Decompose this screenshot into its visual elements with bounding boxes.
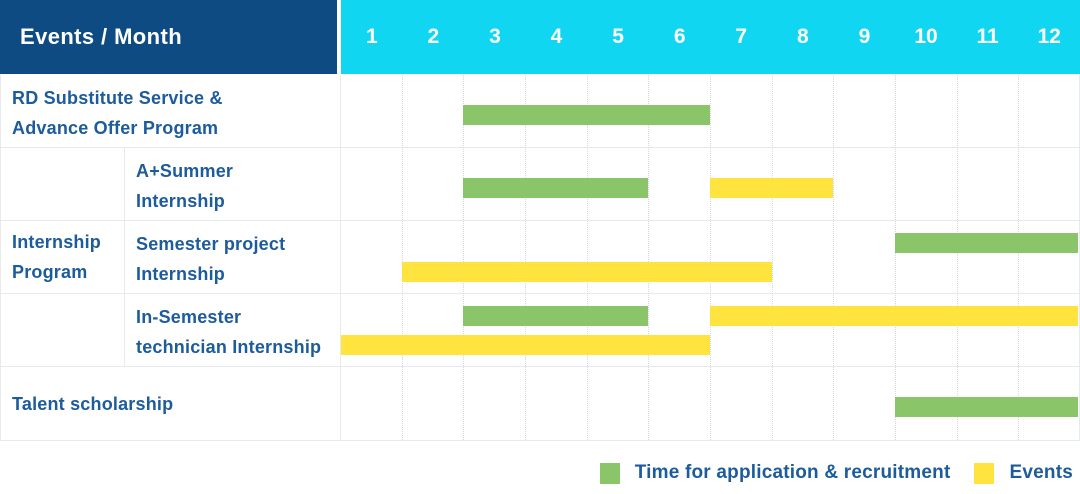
month-header-cell: 1	[365, 25, 378, 48]
row-label-in-semester-technician-internship: In-Semester technician Internship	[136, 302, 321, 362]
label-line: In-Semester	[136, 307, 242, 327]
month-separator-line	[957, 75, 958, 440]
month-header-cell: 3	[489, 25, 501, 48]
month-separator-line	[402, 75, 403, 440]
row-label-a-summer-internship: A+Summer Internship	[136, 156, 233, 216]
label-line: Semester project	[136, 234, 286, 254]
gantt-bar-events	[710, 306, 1078, 326]
gantt-bar-recruitment	[463, 306, 648, 326]
month-separator-line	[710, 75, 711, 440]
group-label-internship-program: Internship Program	[12, 227, 101, 287]
header-title: Events / Month	[20, 24, 183, 49]
month-separator-line	[648, 75, 649, 440]
month-separator-line	[463, 75, 464, 440]
month-header-cell: 8	[796, 25, 809, 48]
row-separator-line	[0, 366, 1079, 367]
month-separator-line	[525, 75, 526, 440]
legend-label: Events	[1009, 462, 1073, 483]
month-header-cell: 9	[858, 25, 871, 48]
legend-swatch-events-icon	[974, 462, 995, 484]
legend-item: Events	[974, 462, 1073, 484]
month-header-cell: 11	[976, 25, 999, 48]
legend-swatch-recruitment-icon	[599, 462, 620, 484]
month-header-row: 1 2 3 4 5 6 7 8 9 10 11 12	[341, 0, 1080, 74]
table-left-border	[0, 75, 1, 441]
group-column-divider	[124, 148, 125, 366]
month-separator-line	[772, 75, 773, 440]
gantt-bar-events	[341, 335, 710, 355]
row-label-talent-scholarship: Talent scholarship	[12, 389, 173, 419]
gantt-bar-recruitment	[895, 397, 1078, 417]
header-title-cell: Events / Month	[0, 0, 337, 74]
month-header-cell: 6	[673, 25, 686, 48]
month-header-cell: 5	[612, 25, 624, 48]
month-header-cell: 10	[914, 25, 938, 48]
label-column-divider	[340, 75, 341, 440]
label-line: Talent scholarship	[12, 394, 174, 414]
gantt-bar-events	[402, 262, 772, 282]
legend: Time for application & recruitment Events	[0, 459, 1073, 487]
month-header-cell: 2	[427, 25, 440, 48]
label-line: technician Internship	[136, 337, 322, 357]
label-line: RD Substitute Service &	[12, 88, 223, 108]
row-label-semester-project-internship: Semester project Internship	[136, 229, 285, 289]
label-line: A+Summer	[136, 161, 234, 181]
row-separator-line	[0, 220, 1079, 221]
gantt-bar-recruitment	[895, 233, 1078, 253]
legend-label: Time for application & recruitment	[634, 462, 951, 483]
gantt-bar-recruitment	[463, 105, 710, 125]
month-separator-line	[895, 75, 896, 440]
month-separator-line	[833, 75, 834, 440]
month-header-cell: 12	[1037, 25, 1061, 48]
row-separator-line	[0, 147, 1079, 148]
label-line: Internship	[136, 264, 226, 284]
row-separator-line	[0, 293, 1079, 294]
label-line: Program	[12, 262, 88, 282]
label-line: Internship	[12, 232, 102, 252]
month-separator-line	[587, 75, 588, 440]
gantt-bar-recruitment	[463, 178, 648, 198]
month-header-cell: 4	[550, 25, 563, 48]
month-separator-line	[1018, 75, 1019, 440]
row-separator-line	[0, 440, 1079, 441]
legend-item: Time for application & recruitment	[599, 462, 951, 484]
row-label-rd-substitute-program: RD Substitute Service & Advance Offer Pro…	[12, 83, 223, 143]
label-line: Advance Offer Program	[12, 118, 219, 138]
label-line: Internship	[136, 191, 226, 211]
month-header-cell: 7	[735, 25, 748, 48]
gantt-bar-events	[710, 178, 833, 198]
